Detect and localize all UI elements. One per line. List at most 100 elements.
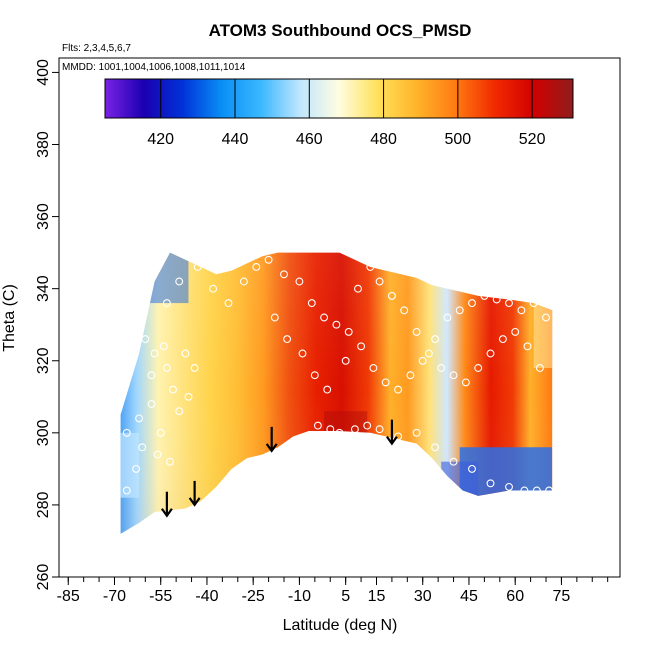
sample-point [162, 364, 171, 372]
sample-point [431, 443, 440, 452]
y-axis-label: Theta (C) [1, 284, 18, 352]
arrow-marker [265, 426, 278, 453]
y-tick-label: 400 [35, 59, 52, 86]
colorbar-tick-label: 520 [519, 131, 546, 148]
sample-point [492, 295, 501, 304]
sample-point [129, 320, 137, 329]
sample-point [511, 327, 520, 336]
sample-point [400, 306, 409, 315]
sample-point [517, 306, 526, 315]
sample-point [332, 320, 341, 329]
sample-point [375, 425, 384, 434]
sample-point [357, 342, 366, 351]
field-patch [145, 252, 189, 304]
y-tick-label: 300 [35, 419, 52, 446]
sample-point [150, 349, 159, 358]
y-tick-label: 340 [35, 275, 52, 302]
sample-point [354, 284, 362, 293]
sample-point [239, 277, 248, 286]
sample-point [341, 356, 350, 365]
sample-point [181, 349, 190, 358]
colorbar-tick-label: 500 [445, 131, 472, 148]
sample-point [175, 407, 184, 416]
sample-point [381, 378, 390, 387]
sample-point [474, 364, 483, 372]
sample-point [270, 313, 279, 322]
sample-point [394, 385, 403, 394]
field-patch [441, 461, 479, 498]
x-axis-label: Latitude (deg N) [283, 617, 398, 634]
sample-point [486, 479, 495, 488]
sample-point [363, 421, 372, 430]
sample-point [193, 263, 202, 271]
sample-point [169, 385, 177, 394]
sample-point [175, 277, 184, 286]
x-tick-label: 75 [553, 588, 571, 605]
colorbar-tick-label: 480 [370, 131, 397, 148]
sample-point [156, 428, 165, 437]
sample-point [310, 371, 319, 380]
sample-point [153, 450, 162, 459]
sample-point [523, 342, 532, 351]
sample-point [486, 349, 495, 358]
sample-point [468, 464, 476, 473]
sample-point [461, 378, 470, 387]
y-tick-label: 260 [35, 564, 52, 591]
sample-point [283, 335, 292, 344]
sample-point [480, 291, 489, 300]
sample-point [298, 349, 307, 358]
sample-point [412, 327, 421, 336]
x-tick-label: 15 [368, 588, 386, 605]
sample-point [122, 428, 131, 437]
y-axis: 260 280 300 320 340 360 380 400 [35, 59, 59, 590]
sample-point [138, 443, 147, 452]
sample-point [147, 371, 156, 380]
y-tick-label: 380 [35, 131, 52, 158]
field-patch [120, 432, 140, 498]
sample-point [184, 392, 193, 401]
sample-point [307, 299, 316, 308]
sample-point [535, 364, 544, 372]
sample-point [505, 482, 513, 491]
chart-title: ATOM3 Southbound OCS_PMSD [209, 21, 472, 40]
x-tick-label: 60 [506, 588, 524, 605]
x-tick-label: -85 [57, 588, 80, 605]
y-tick-label: 320 [35, 347, 52, 374]
sample-point [455, 306, 464, 315]
colorbar-tick-label: 420 [147, 131, 174, 148]
x-axis: -85 -70 -55 -40 -25 -10 5 15 30 45 60 75 [57, 577, 609, 605]
sample-point [366, 263, 375, 271]
sample-point [264, 255, 273, 264]
colorbar-bar [104, 78, 574, 119]
sample-point [532, 486, 541, 495]
sample-point [326, 425, 335, 434]
y-tick-label: 360 [35, 203, 52, 230]
sample-point [280, 270, 288, 279]
sample-point [449, 371, 458, 380]
x-tick-label: -40 [195, 588, 218, 605]
sample-point [545, 486, 554, 495]
flights-note: Flts: 2,3,4,5,6,7 [62, 43, 131, 54]
sample-point [147, 400, 156, 408]
sample-point [122, 486, 131, 495]
sample-point [209, 284, 218, 293]
sample-point [387, 291, 396, 300]
sample-point [335, 428, 344, 437]
sample-point [344, 327, 353, 336]
sample-point [159, 342, 168, 351]
sample-point [224, 299, 233, 308]
sample-points [122, 255, 554, 495]
sample-point [468, 299, 476, 308]
sample-point [132, 464, 141, 473]
sample-point [323, 385, 332, 394]
arrow-marker [386, 419, 398, 446]
sample-point [529, 299, 538, 308]
x-tick-label: 5 [341, 588, 350, 605]
sample-point [295, 277, 304, 286]
y-tick-label: 280 [35, 491, 52, 518]
sample-point [431, 335, 440, 344]
arrow-marker [160, 491, 173, 518]
plot-frame [58, 57, 621, 578]
arrows [160, 419, 398, 518]
x-tick-label: -25 [242, 588, 265, 605]
